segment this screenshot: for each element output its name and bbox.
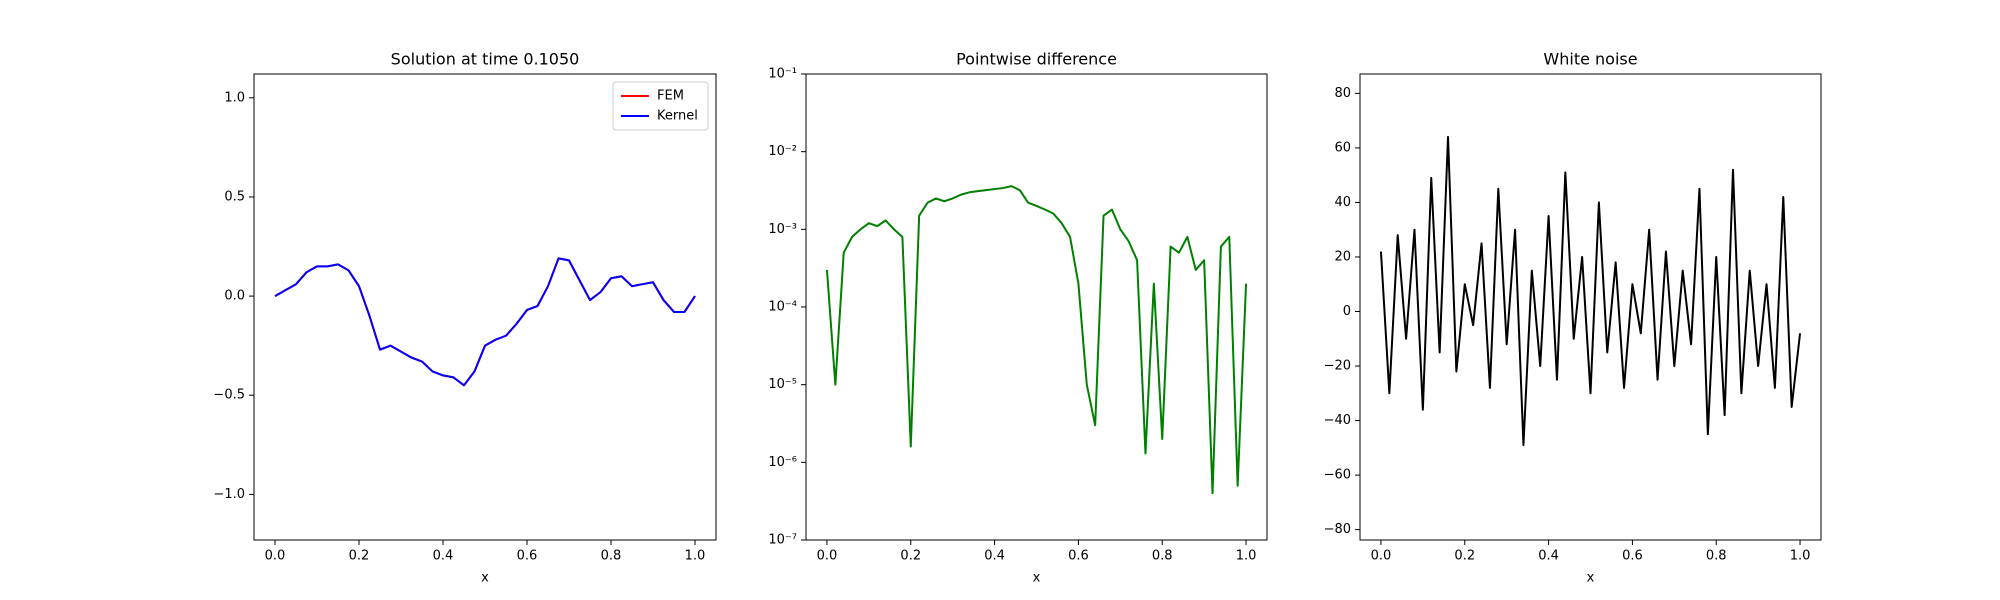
axes-frame xyxy=(253,73,717,541)
axes-frame xyxy=(805,73,1268,541)
x-axis-label: x xyxy=(1587,571,1595,586)
axes-frame xyxy=(1359,73,1822,541)
data-line xyxy=(825,185,1248,495)
y-tick-label: 10⁻³ xyxy=(768,222,797,237)
x-axis-label: x xyxy=(1033,571,1041,586)
subplot: White noise x 0.0 0.2 0.4 0.6 0.8 1.0 −80 −60 −40 −… xyxy=(1324,50,1822,586)
y-tick-label: −0.5 xyxy=(213,388,245,403)
x-tick-label: 0.0 xyxy=(265,549,286,564)
y-tick-label: 20 xyxy=(1334,249,1351,264)
x-tick-label: 0.8 xyxy=(1706,549,1727,564)
x-tick-label: 0.4 xyxy=(984,549,1005,564)
subplot-title: Solution at time 0.1050 xyxy=(391,50,580,69)
y-tick-label: −80 xyxy=(1324,522,1351,537)
y-tick-label: 60 xyxy=(1334,140,1351,155)
y-tick-label: −1.0 xyxy=(213,487,245,502)
x-tick-label: 0.0 xyxy=(1371,549,1392,564)
y-tick-label: 0.5 xyxy=(224,189,245,204)
x-tick-label: 0.6 xyxy=(1068,549,1089,564)
y-tick-label: 0.0 xyxy=(224,289,245,304)
y-tick-label: 10⁻¹ xyxy=(768,67,797,82)
x-tick-label: 0.8 xyxy=(1152,549,1173,564)
x-tick-label: 0.2 xyxy=(349,549,370,564)
data-line xyxy=(1379,135,1802,447)
x-tick-label: 0.4 xyxy=(433,549,454,564)
y-tick-label: −60 xyxy=(1324,468,1351,483)
y-tick-label: 10⁻² xyxy=(768,144,797,159)
y-tick-label: 1.0 xyxy=(224,90,245,105)
y-tick-label: 0 xyxy=(1343,304,1351,319)
x-tick-label: 0.6 xyxy=(1622,549,1643,564)
data-line xyxy=(274,257,696,387)
x-tick-label: 1.0 xyxy=(1236,549,1257,564)
legend-label: Kernel xyxy=(657,109,698,124)
x-tick-label: 0.0 xyxy=(817,549,838,564)
x-axis-label: x xyxy=(481,571,489,586)
x-tick-label: 0.4 xyxy=(1538,549,1559,564)
x-tick-label: 0.6 xyxy=(517,549,538,564)
y-tick-label: 40 xyxy=(1334,195,1351,210)
y-tick-label: 10⁻⁷ xyxy=(768,533,797,548)
y-tick-label: −40 xyxy=(1324,413,1351,428)
y-tick-label: 10⁻⁴ xyxy=(768,300,797,315)
subplot-title: Pointwise difference xyxy=(956,50,1117,69)
data-line xyxy=(274,257,696,387)
x-tick-label: 1.0 xyxy=(1790,549,1811,564)
subplot: Solution at time 0.1050 x 0.0 0.2 0.4 0.6 0.8 1… xyxy=(213,50,717,586)
subplot-title: White noise xyxy=(1543,50,1637,69)
y-tick-label: −20 xyxy=(1324,359,1351,374)
y-tick-label: 10⁻⁵ xyxy=(768,377,797,392)
x-tick-label: 0.2 xyxy=(900,549,921,564)
x-tick-label: 0.2 xyxy=(1454,549,1475,564)
y-tick-label: 80 xyxy=(1334,86,1351,101)
x-tick-label: 0.8 xyxy=(601,549,622,564)
subplot: Pointwise difference x 0.0 0.2 0.4 0.6 0.8 1.0 1… xyxy=(768,50,1268,586)
y-tick-label: 10⁻⁶ xyxy=(768,455,797,470)
legend-label: FEM xyxy=(657,89,684,104)
x-tick-label: 1.0 xyxy=(685,549,706,564)
legend-box xyxy=(612,81,709,131)
